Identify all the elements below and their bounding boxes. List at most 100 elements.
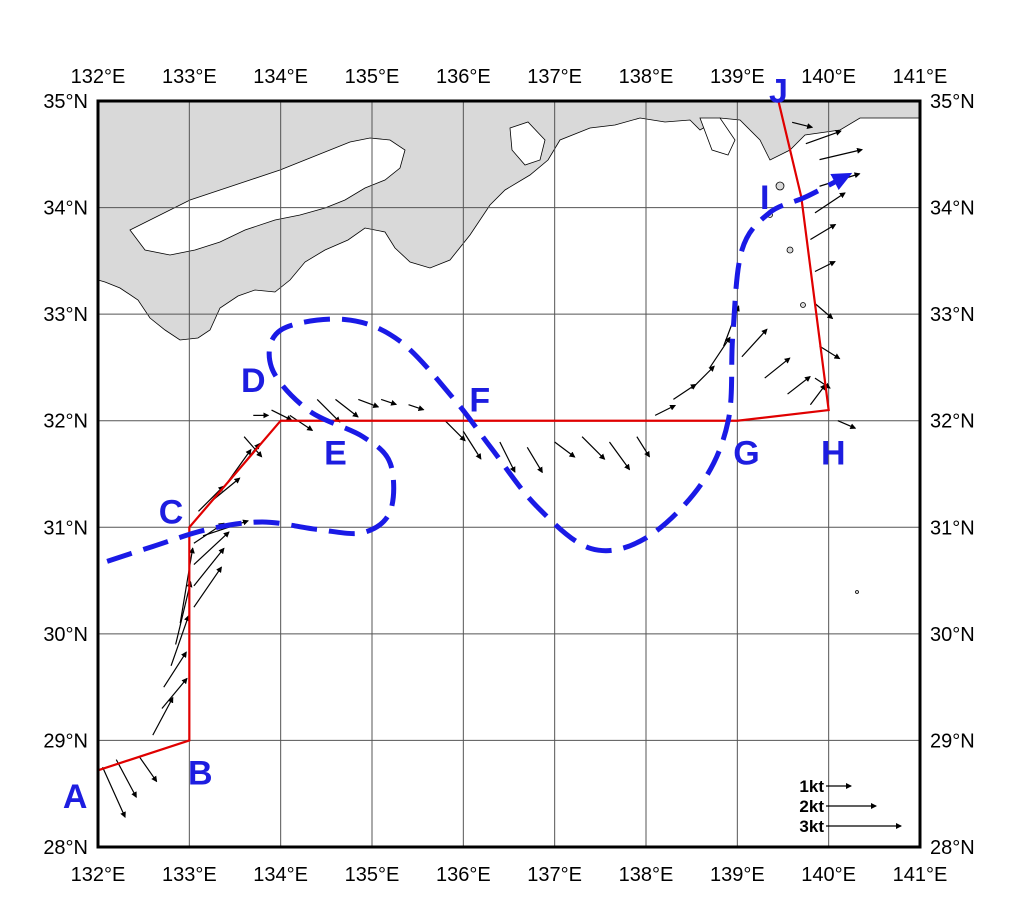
longitude-tick-label: 134°E xyxy=(253,66,308,88)
current-vector-arrow xyxy=(691,365,715,390)
current-vector-arrow xyxy=(316,398,341,423)
legend-label: 2kt xyxy=(799,797,824,816)
current-vector-arrow xyxy=(193,531,230,566)
current-vector-arrow xyxy=(764,357,791,379)
current-vector-arrow xyxy=(358,398,380,408)
current-vector-arrow xyxy=(380,398,398,406)
latitude-tick-label: 33°N xyxy=(930,304,975,326)
survey-route-line xyxy=(97,100,830,772)
longitude-tick-label: 138°E xyxy=(619,66,674,88)
latitude-tick-label: 34°N xyxy=(930,198,975,220)
current-vector-arrow xyxy=(608,441,631,471)
current-vector-arrow xyxy=(819,345,841,360)
current-vector-arrow xyxy=(814,192,846,214)
current-vector-arrow xyxy=(152,696,174,736)
longitude-tick-label: 135°E xyxy=(345,66,400,88)
latitude-tick-label: 35°N xyxy=(930,91,975,113)
ise-bay xyxy=(509,121,546,166)
legend-label: 3kt xyxy=(799,817,824,836)
longitude-tick-label: 136°E xyxy=(436,864,491,886)
inland-sea xyxy=(129,137,406,256)
point-label-a: A xyxy=(63,778,88,816)
island-miyake xyxy=(786,246,794,254)
point-label-d: D xyxy=(241,362,266,400)
current-vector-arrow xyxy=(814,260,836,273)
latitude-tick-label: 32°N xyxy=(930,411,975,433)
current-vector-arrow xyxy=(170,614,190,667)
current-vector-arrow xyxy=(335,398,359,418)
latitude-tick-label: 29°N xyxy=(930,730,975,752)
current-vector-arrow xyxy=(526,447,543,474)
current-vector-arrow xyxy=(837,420,857,430)
longitude-tick-label: 141°E xyxy=(893,66,948,88)
route-point-labels: A B C D E F G H I J xyxy=(63,72,846,816)
current-vector-arrow xyxy=(243,436,263,458)
current-vector-arrow xyxy=(819,147,864,161)
longitude-tick-label: 134°E xyxy=(253,864,308,886)
longitude-tick-label: 139°E xyxy=(710,66,765,88)
current-vector-arrow xyxy=(138,756,158,783)
current-vector-arrow xyxy=(289,414,314,431)
current-vector-arrow xyxy=(193,566,222,608)
point-label-e: E xyxy=(324,435,347,473)
island-oshima xyxy=(775,181,785,191)
point-label-b: B xyxy=(188,754,213,792)
current-vector-arrow xyxy=(581,436,606,460)
point-label-i: I xyxy=(760,179,769,217)
current-vector-arrow xyxy=(709,336,731,368)
legend-label: 1kt xyxy=(799,777,824,796)
current-vector-arrow xyxy=(654,404,677,416)
latitude-tick-label: 29°N xyxy=(43,730,88,752)
current-vector-arrow xyxy=(673,383,697,400)
island-south xyxy=(855,590,859,594)
current-vector-arrow xyxy=(115,759,137,798)
current-vector-arrow xyxy=(198,485,225,512)
longitude-tick-label: 132°E xyxy=(71,66,126,88)
longitude-tick-label: 139°E xyxy=(710,864,765,886)
latitude-tick-label: 31°N xyxy=(930,517,975,539)
longitude-tick-label: 132°E xyxy=(71,864,126,886)
longitude-tick-label: 133°E xyxy=(162,864,217,886)
current-vector-arrow xyxy=(810,224,837,241)
current-vector-arrow xyxy=(787,375,811,395)
current-vector-arrow xyxy=(809,383,827,406)
current-vector-arrow xyxy=(102,766,126,818)
longitude-tick-label: 135°E xyxy=(345,864,400,886)
map-frame xyxy=(96,99,922,849)
point-label-g: G xyxy=(733,435,759,473)
current-vector-arrow xyxy=(791,121,814,130)
longitude-tick-label: 138°E xyxy=(619,864,674,886)
latitude-tick-label: 30°N xyxy=(43,624,88,646)
latitude-tick-label: 34°N xyxy=(43,198,88,220)
longitude-tick-label: 136°E xyxy=(436,66,491,88)
current-vector-arrow xyxy=(408,404,425,411)
longitude-tick-label: 137°E xyxy=(527,864,582,886)
longitude-tick-label: 141°E xyxy=(893,864,948,886)
latitude-tick-label: 28°N xyxy=(930,837,975,859)
current-vector-arrow xyxy=(805,129,842,145)
latitude-tick-label: 32°N xyxy=(43,411,88,433)
suruga-bay xyxy=(699,117,736,156)
point-label-h: H xyxy=(821,435,846,473)
current-vectors xyxy=(102,121,864,818)
current-vector-arrow xyxy=(462,431,482,460)
latitude-tick-label: 35°N xyxy=(43,91,88,113)
longitude-tick-label: 140°E xyxy=(801,864,856,886)
current-vector-arrow xyxy=(179,547,195,624)
current-vector-arrow xyxy=(193,547,225,587)
point-label-c: C xyxy=(159,493,184,531)
current-vector-arrow xyxy=(554,441,576,458)
current-vector-arrow xyxy=(444,420,466,442)
longitude-tick-label: 140°E xyxy=(801,66,856,88)
current-vector-arrow xyxy=(271,409,293,421)
latitude-tick-label: 28°N xyxy=(43,837,88,859)
current-vector-arrow xyxy=(161,677,188,709)
latitude-tick-label: 31°N xyxy=(43,517,88,539)
graticule xyxy=(98,101,920,847)
current-vector-arrow xyxy=(741,328,768,358)
island-hachijo xyxy=(800,302,806,308)
longitude-labels-bottom: 132°E 133°E 134°E 135°E 136°E 137°E 138°E 139°E… xyxy=(71,864,948,886)
current-vector-arrow xyxy=(175,581,193,645)
